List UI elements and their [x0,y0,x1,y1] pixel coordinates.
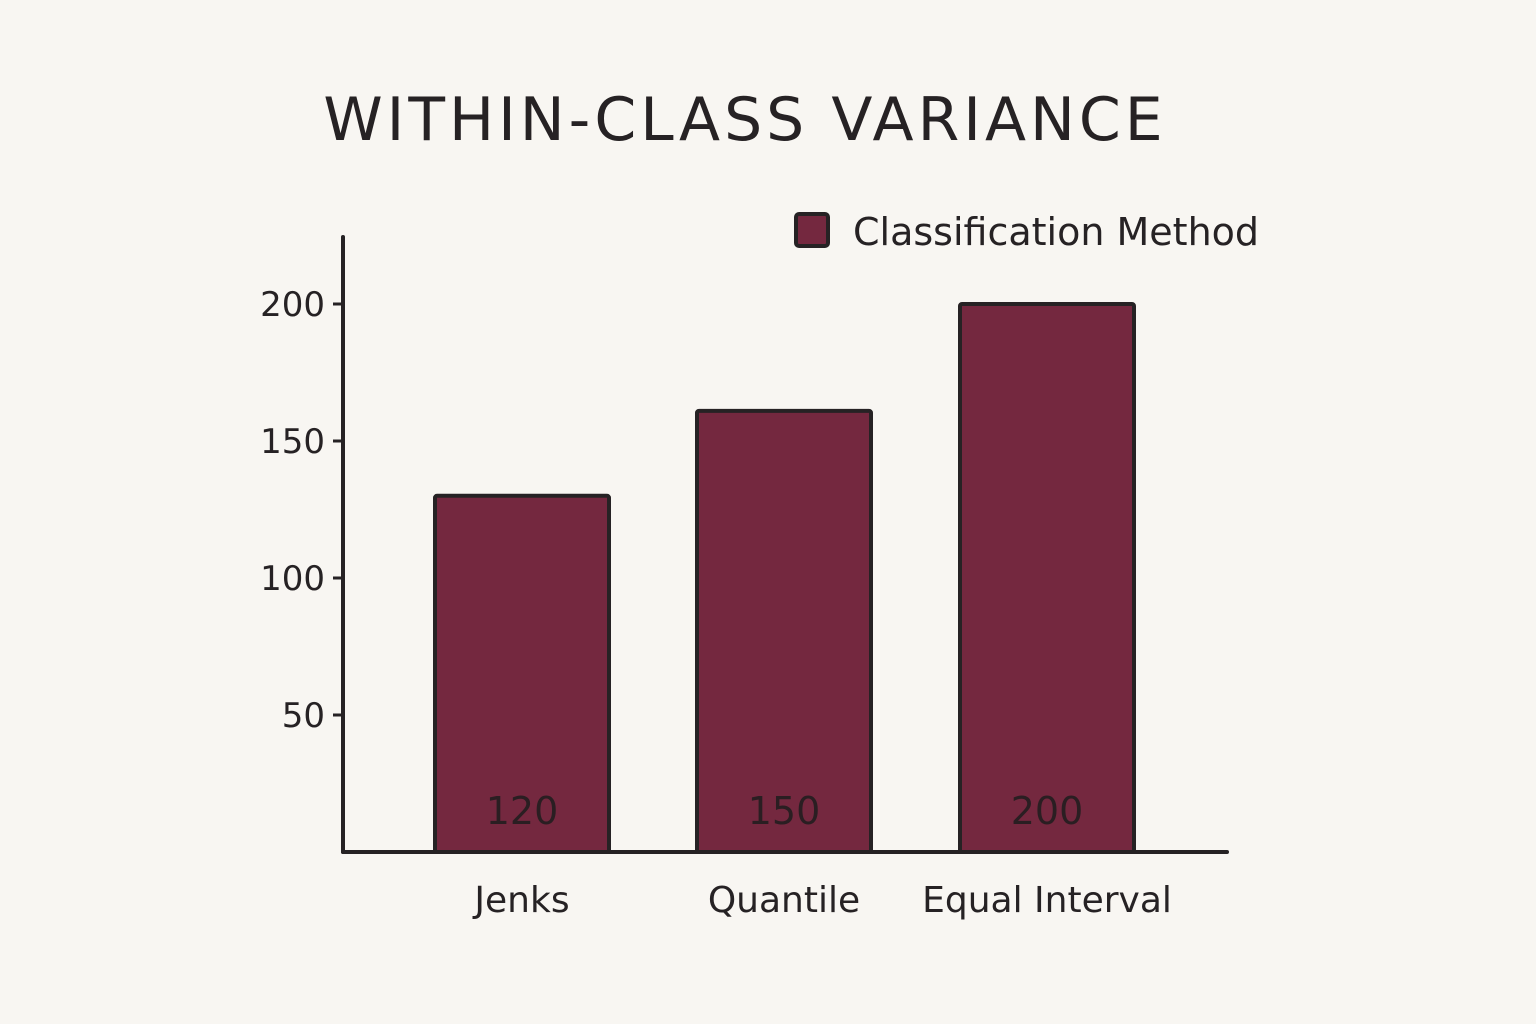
category-label: Jenks [472,880,569,921]
axes [333,235,1229,854]
legend-label: Classification Method [853,210,1259,254]
y-tick-label: 50 [282,696,325,736]
y-tick-label: 100 [260,559,325,599]
category-label: Quantile [708,880,860,921]
legend: Classification Method [794,210,1259,254]
data-label: 120 [486,789,559,833]
y-tick-label: 150 [260,422,325,462]
data-label: 150 [748,789,821,833]
labels: 120 Jenks 150 Quantile 200 Equal Interval 50 10… [260,285,1172,921]
data-label: 200 [1011,789,1084,833]
category-label: Equal Interval [922,880,1172,921]
legend-swatch [794,212,830,248]
bar-equal-interval [958,302,1136,854]
y-tick-label: 200 [260,285,325,325]
bar-quantile [695,408,873,854]
chart-title: WITHIN-CLASS VARIANCE [323,85,1166,155]
bars [433,302,1136,854]
